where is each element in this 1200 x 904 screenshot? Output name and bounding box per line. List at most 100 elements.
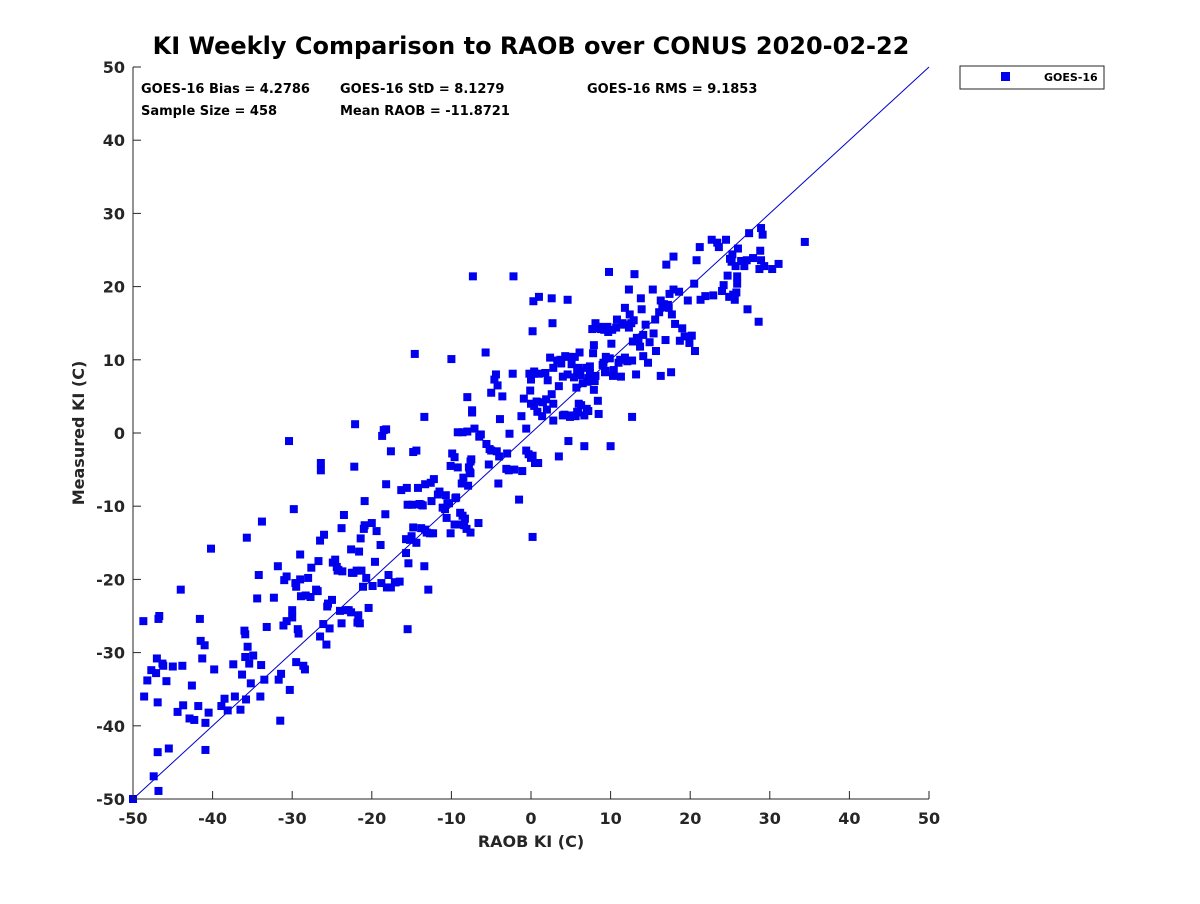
data-point bbox=[162, 677, 171, 686]
data-point bbox=[445, 499, 454, 508]
data-point bbox=[671, 319, 680, 328]
data-point bbox=[534, 459, 543, 468]
data-point bbox=[487, 388, 496, 397]
data-point bbox=[296, 575, 305, 584]
data-point bbox=[534, 369, 543, 378]
data-point bbox=[273, 562, 282, 571]
data-point bbox=[605, 267, 614, 276]
data-point bbox=[757, 256, 766, 265]
data-point bbox=[528, 451, 537, 460]
data-point bbox=[476, 430, 485, 439]
data-point bbox=[220, 694, 229, 703]
data-point bbox=[543, 376, 552, 385]
data-point bbox=[495, 452, 504, 461]
data-point bbox=[482, 439, 491, 448]
data-point bbox=[530, 401, 539, 410]
data-point bbox=[242, 533, 251, 542]
data-point bbox=[154, 786, 163, 795]
data-point bbox=[628, 356, 637, 365]
data-point bbox=[616, 355, 625, 364]
data-point bbox=[466, 528, 475, 537]
data-point bbox=[316, 632, 325, 641]
data-point bbox=[457, 479, 466, 488]
data-point bbox=[152, 654, 161, 663]
data-point bbox=[774, 259, 783, 268]
y-tick-label: 50 bbox=[103, 58, 125, 77]
legend-marker-goes-16 bbox=[1001, 72, 1010, 81]
data-point bbox=[370, 557, 379, 566]
x-tick-label: 50 bbox=[918, 809, 940, 828]
data-point bbox=[467, 455, 476, 464]
data-point bbox=[575, 348, 584, 357]
data-point bbox=[580, 411, 589, 420]
data-point bbox=[709, 291, 718, 300]
data-point bbox=[429, 529, 438, 538]
data-point bbox=[364, 603, 373, 612]
data-point bbox=[586, 372, 595, 381]
data-point bbox=[685, 338, 694, 347]
data-point bbox=[743, 305, 752, 314]
data-point bbox=[585, 362, 594, 371]
data-point bbox=[630, 270, 639, 279]
data-point bbox=[745, 229, 754, 238]
data-point bbox=[589, 341, 598, 350]
data-point bbox=[599, 358, 608, 367]
data-point bbox=[707, 235, 716, 244]
data-point bbox=[179, 701, 188, 710]
data-point bbox=[282, 617, 291, 626]
data-point bbox=[207, 544, 216, 553]
data-point bbox=[249, 651, 258, 660]
data-point bbox=[347, 545, 356, 554]
data-point bbox=[696, 295, 705, 304]
data-point bbox=[651, 315, 660, 324]
data-point bbox=[637, 305, 646, 314]
data-point bbox=[749, 254, 758, 263]
data-point bbox=[528, 327, 537, 336]
data-point bbox=[460, 514, 469, 523]
data-point bbox=[360, 497, 369, 506]
data-point bbox=[435, 487, 444, 496]
data-point bbox=[424, 585, 433, 594]
data-point bbox=[740, 262, 749, 271]
data-point bbox=[474, 519, 483, 528]
y-tick-label: -10 bbox=[96, 497, 125, 516]
data-point bbox=[572, 383, 581, 392]
data-point bbox=[534, 292, 543, 301]
data-point bbox=[639, 330, 648, 339]
data-point bbox=[452, 493, 461, 502]
data-point bbox=[634, 336, 643, 345]
data-point bbox=[754, 317, 763, 326]
data-point bbox=[468, 406, 477, 415]
data-point bbox=[441, 505, 450, 514]
data-point bbox=[178, 661, 187, 670]
data-point bbox=[667, 310, 676, 319]
data-point bbox=[139, 617, 148, 626]
data-point bbox=[624, 323, 633, 332]
data-point bbox=[262, 622, 271, 631]
data-point bbox=[589, 349, 598, 358]
data-point bbox=[606, 442, 615, 451]
data-point bbox=[628, 412, 637, 421]
data-point bbox=[492, 447, 501, 456]
data-point bbox=[360, 521, 369, 530]
data-point bbox=[301, 591, 310, 600]
data-point bbox=[675, 287, 684, 296]
data-point bbox=[757, 224, 766, 233]
data-point bbox=[518, 467, 527, 476]
data-point bbox=[300, 665, 309, 674]
data-point bbox=[573, 408, 582, 417]
data-point bbox=[410, 349, 419, 358]
data-point bbox=[143, 676, 152, 685]
data-point bbox=[335, 606, 344, 615]
data-point bbox=[453, 428, 462, 437]
data-point bbox=[455, 520, 464, 529]
data-point bbox=[337, 619, 346, 628]
data-point bbox=[683, 296, 692, 305]
data-point bbox=[288, 613, 297, 622]
data-point bbox=[446, 529, 455, 538]
data-point bbox=[260, 675, 269, 684]
data-point bbox=[200, 641, 209, 650]
data-point bbox=[153, 748, 162, 757]
data-point bbox=[288, 606, 297, 615]
